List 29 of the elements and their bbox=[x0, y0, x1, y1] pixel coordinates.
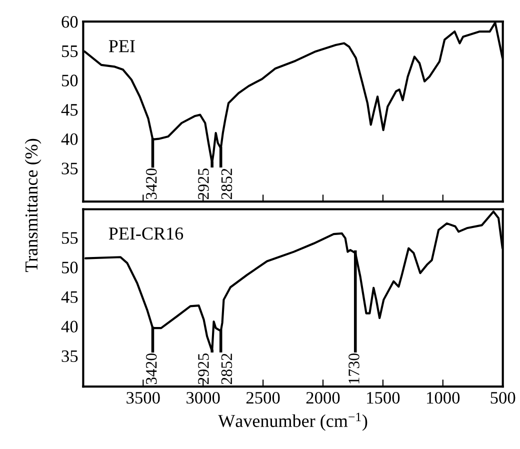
annotation: 3420 bbox=[146, 168, 157, 200]
annotation: 2852 bbox=[221, 354, 232, 384]
x-tick-label: 3500 bbox=[126, 392, 160, 404]
y-tick-label: 55 bbox=[62, 46, 78, 58]
x-tick-label: 500 bbox=[490, 392, 516, 404]
y-tick-label: 40 bbox=[61, 320, 78, 332]
y-axis-title: Transmittance (%) bbox=[24, 138, 42, 272]
annotation: 2852 bbox=[221, 168, 232, 200]
x-tick-label: 1500 bbox=[367, 392, 400, 404]
x-tick-label: 2000 bbox=[306, 392, 340, 404]
y-tick-label: 60 bbox=[62, 16, 78, 28]
x-axis-title: Wavenumber (cm$^{−1}$) bbox=[218, 412, 368, 431]
x-tick-label: 3000 bbox=[186, 392, 220, 404]
annotation: 1730 bbox=[348, 353, 360, 384]
y-tick-label: 35 bbox=[62, 162, 78, 174]
series-label: PEI bbox=[108, 40, 135, 52]
x-tick-label: 2500 bbox=[246, 392, 280, 404]
x-tick-label: 1000 bbox=[427, 392, 460, 404]
annotation: 3420 bbox=[146, 353, 157, 384]
y-tick-label: 45 bbox=[61, 104, 78, 116]
y-tick-label: 50 bbox=[62, 74, 78, 86]
y-tick-label: 45 bbox=[61, 291, 78, 303]
annotation: 2925 bbox=[198, 353, 209, 384]
y-tick-label: 55 bbox=[62, 232, 78, 244]
series-label: PEI-CR16 bbox=[108, 228, 184, 240]
y-tick-label: 50 bbox=[62, 262, 78, 274]
annotation: 2925 bbox=[198, 168, 209, 200]
y-tick-label: 40 bbox=[61, 133, 78, 146]
y-tick-label: 35 bbox=[62, 350, 78, 362]
